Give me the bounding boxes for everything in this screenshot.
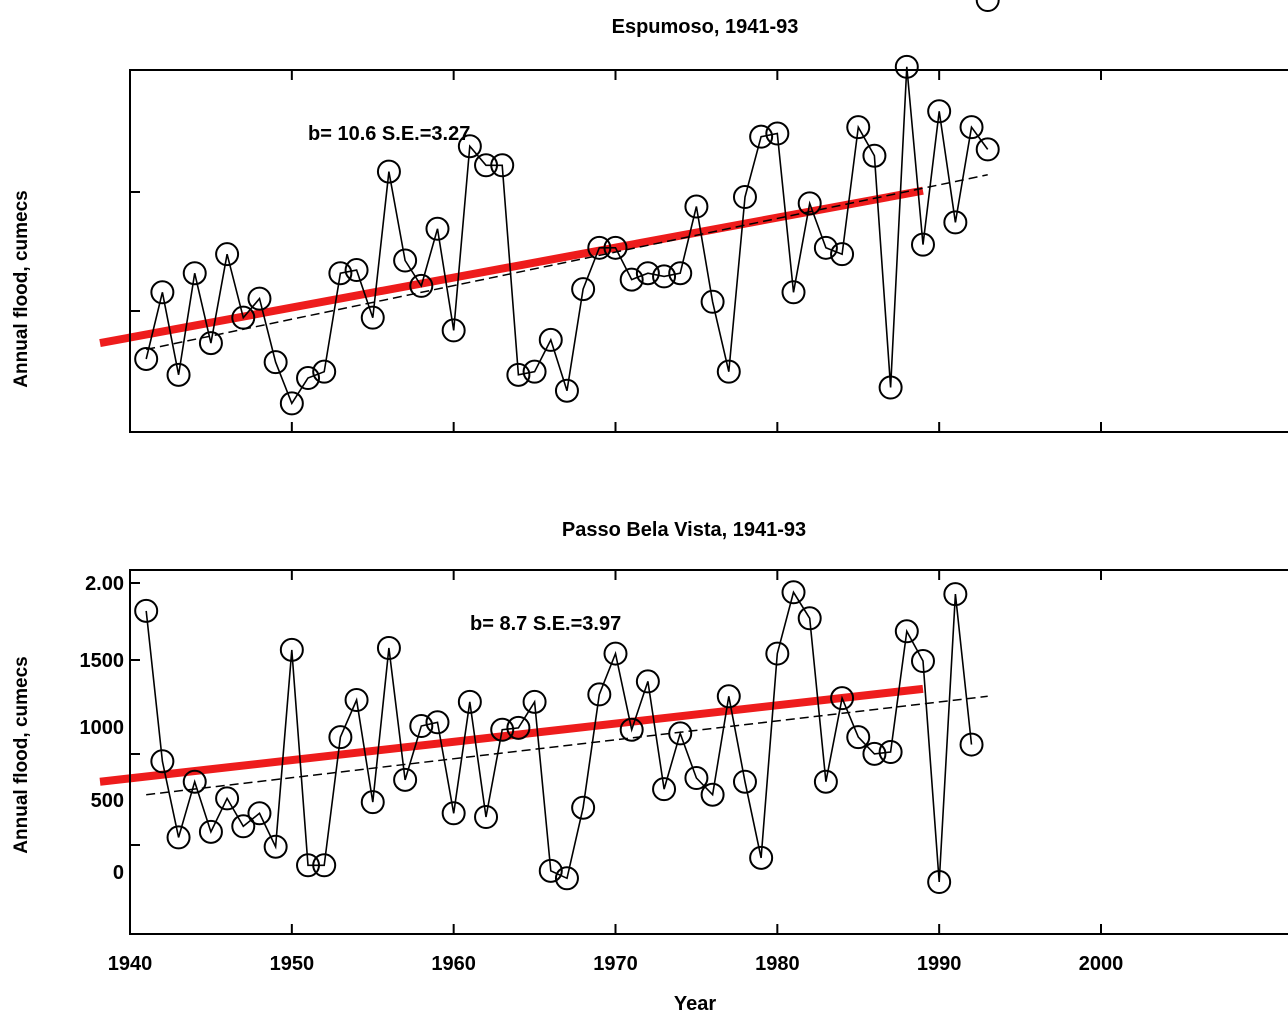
trend-line-dashed xyxy=(146,175,988,350)
y-tick-label: 2.00 xyxy=(85,573,124,595)
x-tick-label: 1940 xyxy=(108,953,153,975)
x-tick-label: 1990 xyxy=(917,953,962,975)
x-tick-label: 2000 xyxy=(1079,953,1124,975)
panel-title-passo-bela-vista: Passo Bela Vista, 1941-93 xyxy=(562,519,806,541)
plot-frame-espumoso xyxy=(130,70,1288,432)
y-tick-label: 500 xyxy=(91,790,124,812)
x-tick-label: 1980 xyxy=(755,953,800,975)
series-espumoso xyxy=(100,56,999,415)
axis-ticks-espumoso xyxy=(130,70,1288,432)
y-tick-label: 0 xyxy=(113,862,124,884)
axis-ticks-passo-bela-vista: 1940 1950 1960 1970 1980 1990 2000 2.00 1500 1000… xyxy=(80,570,1288,975)
y-tick-label: 1000 xyxy=(80,717,125,739)
regression-annotation-espumoso: b= 10.6 S.E.=3.27 xyxy=(308,123,470,145)
x-tick-label: 1950 xyxy=(270,953,315,975)
regression-annotation-passo-bela-vista: b= 8.7 S.E.=3.97 xyxy=(470,613,621,635)
y-axis-label-passo-bela-vista: Annual flood, cumecs xyxy=(11,656,32,853)
x-axis-label: Year xyxy=(674,993,716,1015)
plot-frame-passo-bela-vista xyxy=(130,570,1288,934)
y-axis-label-espumoso: Annual flood, cumecs xyxy=(11,190,32,387)
panel-espumoso: Espumoso, 1941-93 Annual flood, cumecs b… xyxy=(11,16,1288,432)
series-passo-bela-vista xyxy=(100,0,999,893)
x-tick-label: 1960 xyxy=(431,953,476,975)
trend-line-dashed xyxy=(146,696,988,794)
y-tick-label: 1500 xyxy=(80,650,125,672)
x-tick-label: 1970 xyxy=(593,953,638,975)
data-point xyxy=(135,600,157,622)
trend-line-red xyxy=(100,191,923,343)
panel-title-espumoso: Espumoso, 1941-93 xyxy=(612,16,799,38)
panel-passo-bela-vista: Passo Bela Vista, 1941-93 Annual flood, … xyxy=(11,0,1288,1015)
data-point xyxy=(977,0,999,11)
